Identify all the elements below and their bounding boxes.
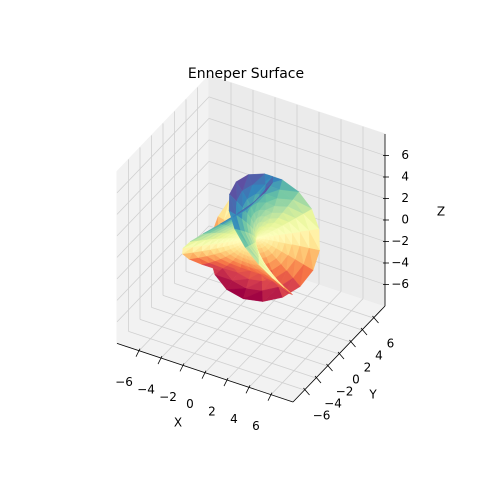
x-tick: [201, 370, 207, 379]
x-tick-label: −2: [159, 390, 177, 404]
y-tick-label: −6: [313, 409, 331, 423]
grid-line: [208, 96, 386, 156]
x-tick-label: −6: [115, 375, 133, 389]
grid-line: [116, 139, 210, 237]
y-tick: [349, 339, 356, 348]
x-axis-label: X: [174, 416, 182, 430]
grid-line: [139, 319, 317, 379]
surface-face: [219, 213, 238, 225]
y-axis-line: [292, 305, 386, 403]
surface-face: [258, 264, 273, 279]
chart-title: Enneper Surface: [188, 66, 304, 82]
grid-line: [116, 96, 210, 194]
z-tick-label: −6: [391, 277, 409, 291]
z-tick-label: −2: [391, 234, 409, 248]
grid-line: [174, 283, 351, 343]
grid-line: [128, 331, 305, 391]
surface: [181, 173, 321, 303]
x-tick: [179, 363, 185, 372]
surface-face: [203, 223, 224, 234]
x-axis-line: [116, 343, 294, 403]
labels: Enneper Surface X Y Z: [174, 66, 445, 430]
z-tick-label: 2: [401, 191, 409, 205]
x-tick-label: 0: [186, 397, 194, 411]
grid-line: [208, 118, 386, 178]
grid-line: [151, 307, 328, 367]
z-tick-label: −4: [391, 256, 409, 270]
z-tick-label: 6: [401, 148, 409, 162]
y-tick-label: 0: [352, 373, 360, 387]
y-tick: [337, 351, 345, 360]
z-axis-label: Z: [437, 205, 445, 219]
y-tick-label: 4: [375, 349, 383, 363]
y-axis-label: Y: [368, 388, 377, 402]
y-tick-label: 6: [387, 337, 395, 351]
grid-line: [208, 139, 386, 199]
y-tick: [360, 327, 368, 336]
y-tick: [303, 387, 310, 396]
z-tick-label: 4: [401, 170, 409, 184]
grid-line: [116, 182, 210, 280]
z-tick-label: 0: [401, 213, 409, 227]
grid-line: [116, 118, 210, 215]
x-tick: [245, 385, 251, 394]
y-tick: [314, 375, 322, 384]
x-tick: [157, 355, 163, 365]
y-tick: [326, 363, 333, 372]
x-tick-label: 6: [252, 419, 260, 433]
x-tick-label: 2: [208, 405, 216, 419]
surface-face: [234, 228, 249, 248]
grid-line: [185, 271, 363, 331]
x-tick: [267, 392, 273, 401]
x-tick: [223, 377, 229, 387]
x-tick-label: 4: [230, 412, 238, 426]
x-tick: [135, 348, 141, 357]
y-tick-label: 2: [364, 361, 372, 375]
x-tick-label: −4: [137, 383, 155, 397]
y-tick: [372, 315, 379, 324]
grid-line: [162, 295, 340, 355]
grid-line: [116, 161, 210, 258]
y-tick-label: −4: [324, 397, 342, 411]
y-tick-label: −2: [336, 385, 354, 399]
surface-face: [237, 202, 254, 214]
grid-line: [116, 204, 210, 301]
surface-face: [245, 247, 259, 265]
